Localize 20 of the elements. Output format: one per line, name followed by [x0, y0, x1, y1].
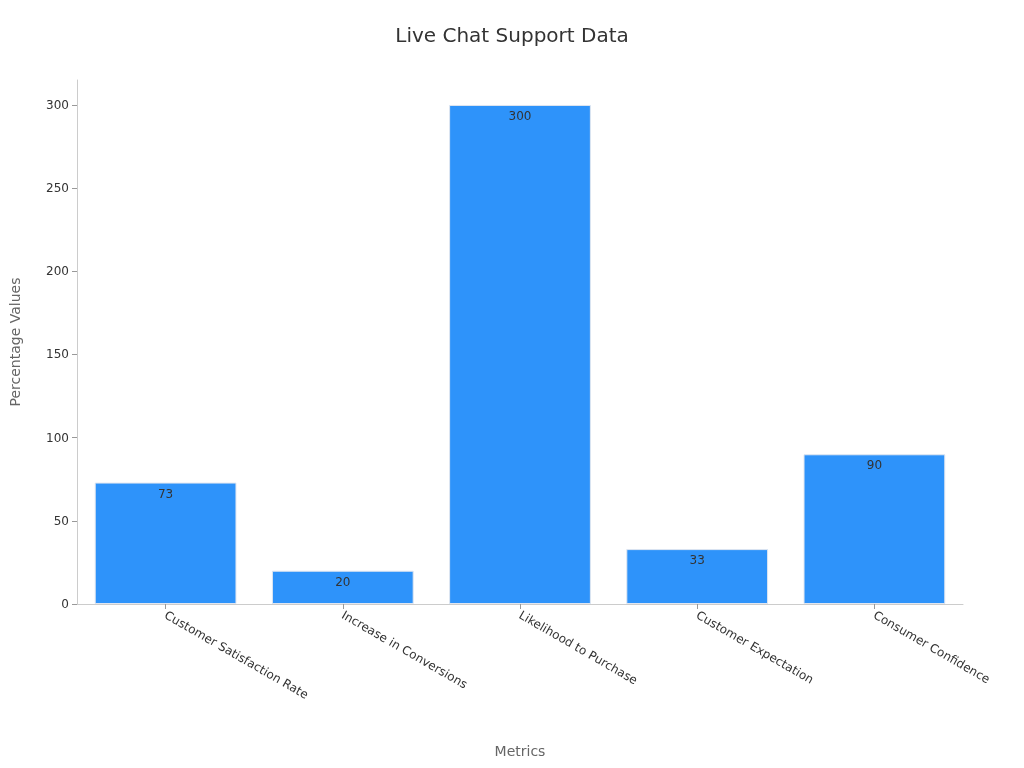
y-tick-label: 250 [46, 181, 69, 196]
y-axis-title: Percentage Values [7, 277, 23, 407]
y-tick-label: 50 [53, 513, 69, 528]
data-label: 90 [866, 458, 883, 473]
bar [626, 549, 769, 604]
data-label: 300 [508, 108, 532, 123]
y-tick-label: 100 [46, 430, 69, 445]
y-tick-label: 200 [46, 264, 69, 279]
y-tick-label: 0 [61, 597, 69, 611]
bar [94, 482, 237, 604]
data-label: 33 [689, 553, 705, 568]
y-tick-label: 150 [46, 347, 69, 362]
bar [803, 454, 946, 604]
bar [271, 570, 414, 604]
data-label: 20 [335, 574, 351, 589]
x-axis-title: Metrics [494, 743, 546, 759]
chart-title: Live Chat Support Data [395, 23, 629, 47]
y-tick-label: 300 [46, 97, 69, 112]
data-label: 73 [157, 486, 174, 501]
bar [449, 104, 591, 604]
